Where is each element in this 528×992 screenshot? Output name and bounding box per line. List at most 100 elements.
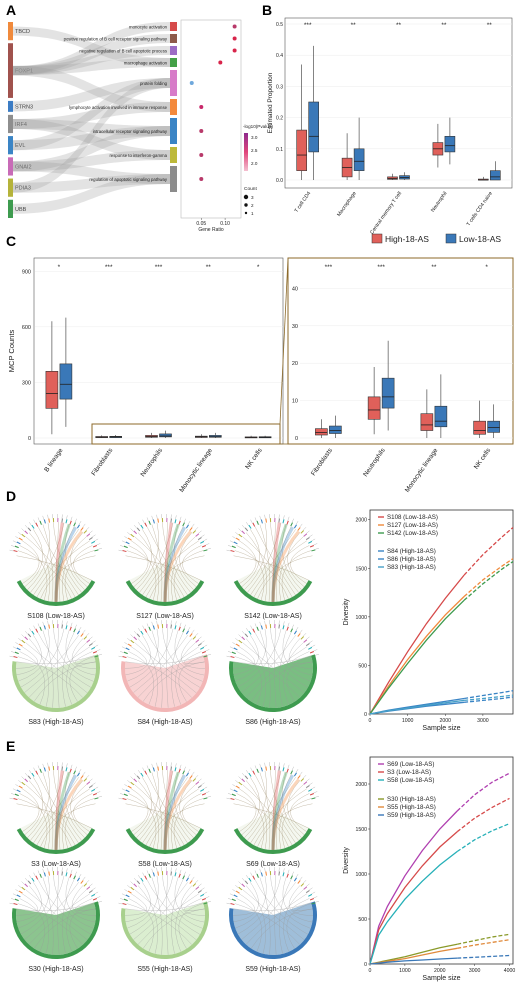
- chord-segment: [88, 890, 93, 894]
- chord-tick: [130, 528, 134, 532]
- box-low: [353, 148, 365, 171]
- gene-block: [8, 178, 13, 197]
- chord-tick: [138, 628, 141, 632]
- chord-tick: [9, 655, 14, 658]
- chord-main-arc: [125, 828, 205, 854]
- sankey-link: [13, 174, 170, 214]
- chord-segment: [235, 890, 240, 894]
- chord-main-arc: [16, 580, 96, 606]
- chord-link: [137, 780, 160, 850]
- chord-segment: [80, 633, 84, 637]
- chord-tick: [33, 625, 36, 630]
- box-low: [381, 377, 395, 409]
- chord-tick: [299, 523, 303, 528]
- chord-tick: [82, 876, 86, 881]
- chord-link: [233, 655, 312, 665]
- chord-link: [162, 770, 191, 841]
- panel-letter-b: B: [262, 2, 273, 18]
- term-label: monocyte activation: [129, 25, 168, 30]
- term-label: regulation of apoptotic signaling pathwa…: [89, 177, 167, 182]
- box-low: [489, 170, 501, 181]
- chord-segment: [136, 527, 141, 532]
- chord-link: [16, 655, 95, 665]
- chord-tick: [21, 528, 25, 532]
- chord-diagram: [226, 762, 320, 854]
- chord-tick: [78, 873, 82, 878]
- series-line-dashed: [457, 933, 510, 945]
- chord-segment: [241, 883, 246, 888]
- chord-tick: [299, 629, 303, 634]
- chord-segment: [140, 877, 144, 882]
- chord-segment: [86, 639, 91, 643]
- chord-tick: [283, 763, 285, 768]
- chord-link: [233, 803, 309, 829]
- chord-tick: [134, 878, 137, 882]
- legend-size-label: 3: [251, 195, 254, 200]
- chord-tick: [124, 889, 128, 892]
- y-tick-label: 0: [28, 436, 31, 442]
- chord-link: [164, 770, 168, 851]
- chord-diagram: [9, 867, 103, 959]
- chord-tick: [61, 867, 63, 872]
- chord-tick: [315, 795, 320, 798]
- box-low: [59, 363, 73, 400]
- chord-segment: [248, 877, 252, 882]
- chord-link: [175, 889, 196, 952]
- chord-link-colored: [163, 530, 192, 603]
- chord-tick: [195, 527, 199, 531]
- chord-link: [272, 770, 276, 851]
- chord-link: [235, 875, 267, 929]
- chord-tick: [295, 768, 299, 773]
- chord-link: [59, 526, 75, 602]
- chord-link: [70, 780, 88, 836]
- chord-tick: [124, 642, 128, 645]
- chord-link: [18, 875, 50, 929]
- chord-link: [137, 893, 199, 945]
- chord-link: [282, 630, 313, 676]
- chord-tick: [78, 520, 82, 525]
- panel-letter-c: C: [6, 233, 17, 249]
- chord-link: [232, 893, 255, 916]
- gene-label: GNAI2: [15, 164, 32, 170]
- chord-link: [24, 635, 79, 693]
- chord-tick: [201, 782, 205, 786]
- sankey-link: [13, 174, 170, 193]
- chord-tick: [254, 870, 257, 875]
- chord-tick: [287, 516, 290, 521]
- x-tick-label: 1000: [402, 718, 414, 724]
- chord-tick: [315, 900, 320, 903]
- chord-segment: [21, 639, 26, 644]
- plot-frame-c-right: [287, 257, 514, 445]
- dotplot-frame: [180, 19, 242, 219]
- significance-label: **: [431, 264, 437, 271]
- term-block: [170, 147, 177, 163]
- chord-tick: [94, 891, 99, 895]
- chord-tick: [37, 623, 40, 628]
- significance-label: **: [206, 264, 212, 271]
- chord-label: S3 (Low-18-AS): [31, 861, 81, 868]
- chord-link: [178, 656, 204, 702]
- chord-link: [276, 774, 292, 850]
- chord-tick: [98, 900, 103, 903]
- chord-link: [42, 630, 54, 708]
- chord-tick: [311, 538, 316, 542]
- chord-segment: [303, 886, 308, 890]
- chord-tick: [313, 649, 318, 652]
- chord-link: [279, 784, 304, 850]
- term-label: lymphocyte activation involved in immune…: [69, 105, 168, 110]
- y-tick-label: 1000: [355, 615, 367, 621]
- chord-tick: [96, 896, 101, 899]
- x-tick-label: 2000: [434, 968, 446, 974]
- chord-link: [127, 875, 159, 929]
- chord-main-fill: [124, 902, 205, 955]
- x-tick-label: Monocytic lineage: [178, 447, 214, 494]
- chord-tick: [235, 885, 239, 888]
- chord-tick: [207, 547, 212, 550]
- legend-title: -log10(Pvalue): [243, 124, 273, 129]
- chord-link: [57, 628, 60, 708]
- x-tick-label: 4000: [504, 968, 516, 974]
- chord-tick: [29, 628, 32, 632]
- chord-tick: [121, 788, 126, 791]
- chord-segment: [300, 883, 305, 887]
- chord-link: [28, 646, 90, 698]
